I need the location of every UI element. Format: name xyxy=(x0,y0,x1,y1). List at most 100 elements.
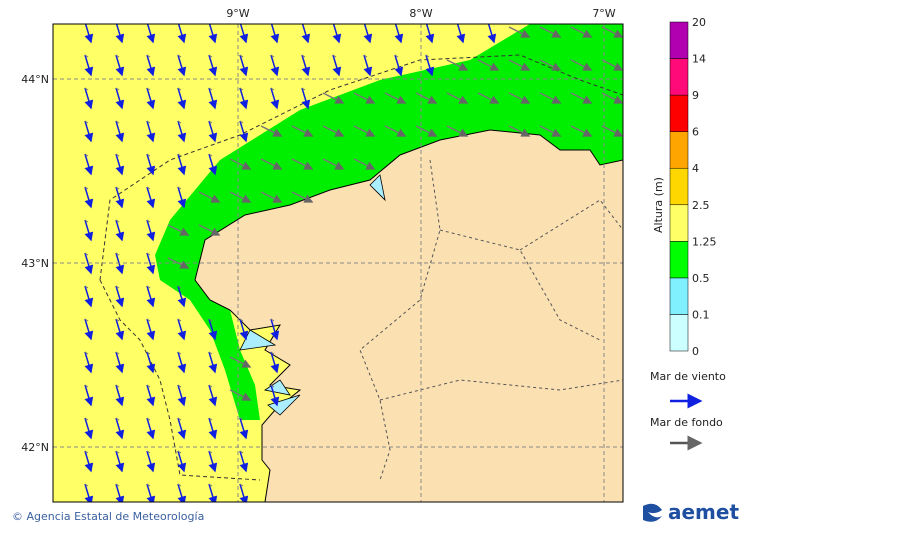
colorbar-label: 4 xyxy=(692,162,699,175)
swell-arrow xyxy=(239,417,244,421)
wind-arrow xyxy=(425,24,435,44)
wind-arrow xyxy=(208,87,218,110)
lon-label: 8°W xyxy=(409,7,432,20)
swell-arrow xyxy=(229,356,252,368)
swell-arrow xyxy=(508,125,531,137)
wind-arrow xyxy=(115,153,125,176)
wind-arrow xyxy=(146,417,156,440)
swell-arrow xyxy=(394,54,399,58)
wind-arrow xyxy=(84,450,94,473)
wind-arrow xyxy=(270,87,280,110)
wind-arrow xyxy=(84,153,94,176)
wind-arrow xyxy=(394,24,404,44)
wind-arrow xyxy=(177,483,187,502)
colorbar-label: 0 xyxy=(692,345,699,358)
swell-arrow xyxy=(260,191,283,203)
wind-arrow xyxy=(146,318,156,341)
colorbar-label: 20 xyxy=(692,16,706,29)
swell-arrow xyxy=(415,125,438,137)
swell-arrow xyxy=(446,92,469,104)
wind-arrow xyxy=(115,24,125,44)
wind-arrow xyxy=(84,351,94,374)
swell-arrow xyxy=(146,153,151,157)
wind-arrow xyxy=(239,54,249,77)
swell-arrow xyxy=(146,285,151,289)
wind-arrow xyxy=(84,384,94,407)
swell-arrow xyxy=(177,417,182,421)
wind-arrow xyxy=(84,483,94,502)
wind-arrow xyxy=(177,384,187,407)
wind-arrow xyxy=(177,24,187,44)
swell-arrow xyxy=(177,54,182,58)
wind-arrow xyxy=(363,24,373,44)
legend-label: Mar de fondo xyxy=(650,416,723,429)
wind-arrow xyxy=(208,54,218,77)
wind-arrow xyxy=(84,417,94,440)
swell-arrow xyxy=(84,351,89,355)
swell-arrow xyxy=(270,384,275,388)
swell-arrow xyxy=(601,92,623,104)
swell-arrow xyxy=(146,450,151,454)
sea-green xyxy=(155,24,623,420)
swell-arrow xyxy=(115,384,120,388)
swell-arrow xyxy=(239,54,244,58)
wind-arrow xyxy=(115,450,125,473)
swell-arrow xyxy=(425,54,430,58)
swell-arrow xyxy=(84,384,89,388)
lon-label: 9°W xyxy=(226,7,249,20)
swell-arrow xyxy=(146,87,151,91)
wind-arrow xyxy=(115,384,125,407)
wind-arrow xyxy=(239,120,249,143)
wind-arrow xyxy=(239,483,249,502)
colorbar-segment xyxy=(669,241,689,279)
swell-arrow xyxy=(208,417,213,421)
wind-arrow xyxy=(332,54,342,77)
swell-arrow xyxy=(208,483,213,487)
colorbar-label: 9 xyxy=(692,89,699,102)
wind-arrow xyxy=(270,351,280,374)
wind-arrow xyxy=(115,417,125,440)
wind-arrow xyxy=(84,120,94,143)
swell-arrow xyxy=(115,450,120,454)
swell-arrow xyxy=(291,125,314,137)
wind-arrow xyxy=(84,87,94,110)
swell-arrow xyxy=(508,59,531,71)
swell-arrow xyxy=(84,417,89,421)
swell-arrow xyxy=(115,120,120,124)
legend-label: Mar de viento xyxy=(650,370,726,383)
swell-arrow xyxy=(239,450,244,454)
wind-arrow xyxy=(177,54,187,77)
wind-arrow xyxy=(146,54,156,77)
swell-arrow xyxy=(146,318,151,322)
wind-arrow xyxy=(239,24,249,44)
wind-arrow xyxy=(177,87,187,110)
swell-arrow xyxy=(570,26,593,38)
swell-arrow xyxy=(539,26,562,38)
wind-arrow xyxy=(394,54,404,77)
swell-arrow xyxy=(601,59,623,71)
wind-arrow xyxy=(115,54,125,77)
colorbar-title: Altura (m) xyxy=(652,177,665,233)
swell-arrow xyxy=(177,483,182,487)
map xyxy=(53,24,623,502)
swell-arrow xyxy=(477,59,500,71)
swell-arrow xyxy=(146,351,151,355)
swell-arrow xyxy=(115,252,120,256)
wind-arrow xyxy=(177,120,187,143)
swell-arrow xyxy=(363,54,368,58)
wind-arrow xyxy=(115,186,125,209)
colorbar-label: 0.1 xyxy=(692,308,710,321)
wind-arrow xyxy=(332,24,342,44)
swell-arrow xyxy=(384,125,407,137)
swell-arrow xyxy=(539,125,562,137)
wind-arrow xyxy=(208,153,218,176)
swell-arrow xyxy=(115,153,120,157)
swell-arrow xyxy=(84,219,89,223)
swell-arrow xyxy=(229,191,252,203)
wind-arrow xyxy=(208,120,218,143)
wind-arrow xyxy=(270,384,280,407)
swell-arrow xyxy=(353,92,376,104)
wind-arrow xyxy=(487,24,497,44)
swell-arrow xyxy=(84,153,89,157)
